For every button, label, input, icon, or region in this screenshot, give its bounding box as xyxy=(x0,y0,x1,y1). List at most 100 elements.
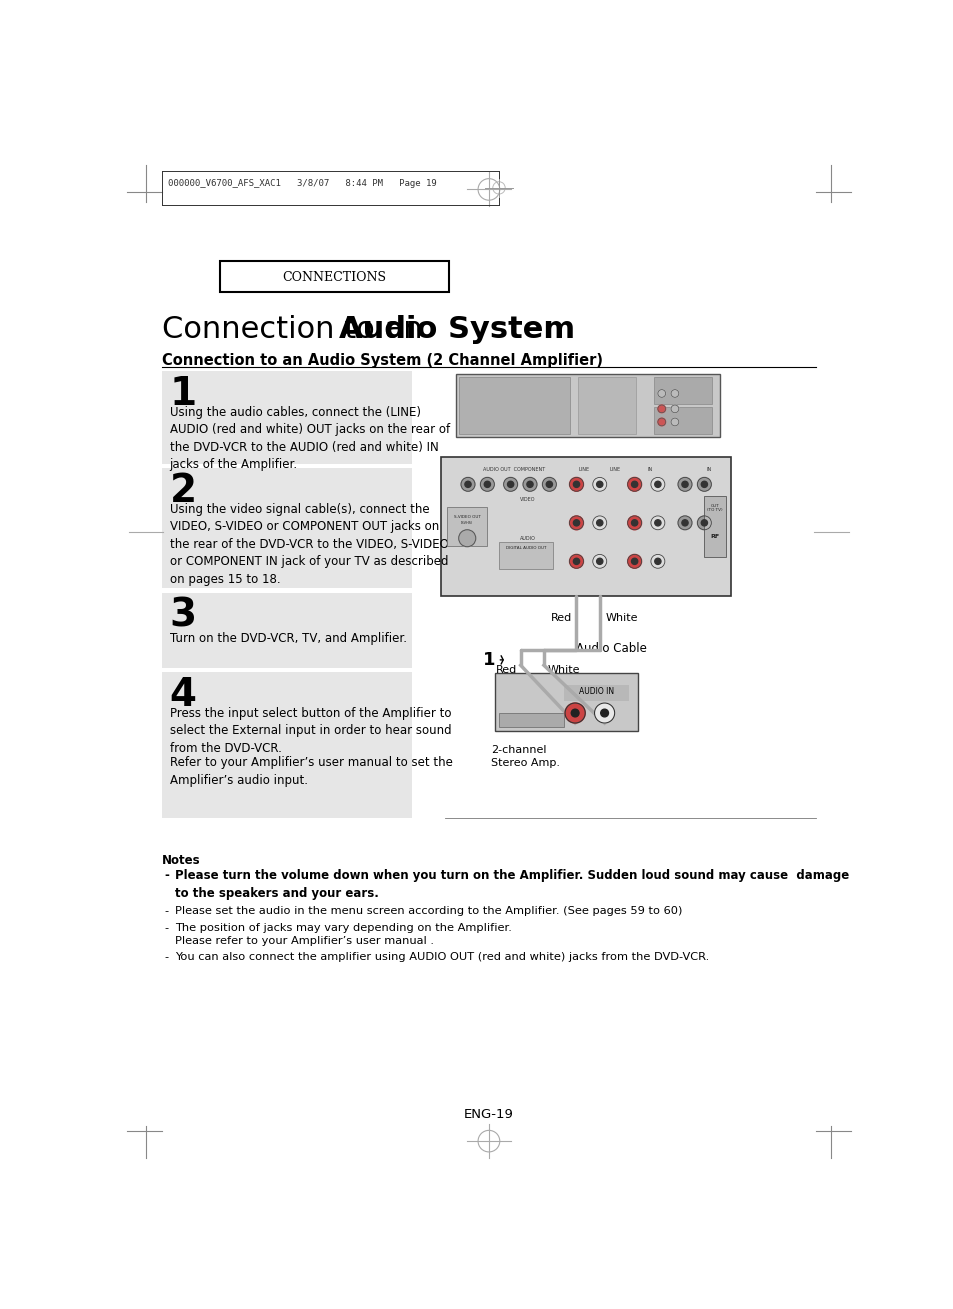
Circle shape xyxy=(678,516,691,530)
Circle shape xyxy=(631,520,637,526)
Text: VIDEO: VIDEO xyxy=(519,497,535,503)
Circle shape xyxy=(627,555,641,568)
Text: ENG-19: ENG-19 xyxy=(463,1107,514,1121)
Circle shape xyxy=(670,418,679,425)
Bar xyxy=(162,469,412,588)
Circle shape xyxy=(573,482,579,487)
Text: The position of jacks may vary depending on the Amplifier.
Please refer to your : The position of jacks may vary depending… xyxy=(174,923,512,946)
Circle shape xyxy=(650,516,664,530)
Text: Turn on the DVD-VCR, TV, and Amplifier.: Turn on the DVD-VCR, TV, and Amplifier. xyxy=(170,632,406,645)
Text: -: - xyxy=(164,923,168,933)
Circle shape xyxy=(503,478,517,491)
Text: Connection to an Audio System (2 Channel Amplifier): Connection to an Audio System (2 Channel… xyxy=(162,353,602,368)
Circle shape xyxy=(697,516,711,530)
Bar xyxy=(495,673,638,730)
Circle shape xyxy=(596,520,602,526)
Text: IN: IN xyxy=(706,466,711,471)
Circle shape xyxy=(542,478,556,491)
Circle shape xyxy=(681,482,687,487)
Text: 000000_V6700_AFS_XAC1   3/8/07   8:44 PM   Page 19: 000000_V6700_AFS_XAC1 3/8/07 8:44 PM Pag… xyxy=(168,178,436,187)
Circle shape xyxy=(571,709,578,717)
Circle shape xyxy=(507,482,513,487)
Circle shape xyxy=(631,482,637,487)
Circle shape xyxy=(658,418,665,425)
Circle shape xyxy=(654,482,660,487)
Text: LINE: LINE xyxy=(578,466,589,471)
Circle shape xyxy=(627,478,641,491)
Circle shape xyxy=(670,390,679,398)
Bar xyxy=(456,374,720,437)
Text: AUDIO OUT  COMPONENT: AUDIO OUT COMPONENT xyxy=(483,466,545,471)
Circle shape xyxy=(526,482,533,487)
Circle shape xyxy=(573,520,579,526)
Circle shape xyxy=(600,709,608,717)
Bar xyxy=(578,377,636,435)
Circle shape xyxy=(592,555,606,568)
Text: Refer to your Amplifier’s user manual to set the
Amplifier’s audio input.: Refer to your Amplifier’s user manual to… xyxy=(170,757,452,787)
Text: 2-channel
Stereo Amp.: 2-channel Stereo Amp. xyxy=(491,745,559,768)
Circle shape xyxy=(596,558,602,564)
Text: Notes: Notes xyxy=(162,853,200,867)
Bar xyxy=(654,407,711,435)
Bar xyxy=(498,713,563,726)
Circle shape xyxy=(484,482,490,487)
Circle shape xyxy=(480,478,494,491)
Bar xyxy=(703,496,725,558)
Text: IN: IN xyxy=(647,466,652,471)
Text: AUDIO: AUDIO xyxy=(519,535,535,541)
Circle shape xyxy=(670,404,679,412)
Text: Please set the audio in the menu screen according to the Amplifier. (See pages 5: Please set the audio in the menu screen … xyxy=(174,906,681,916)
Circle shape xyxy=(650,555,664,568)
Text: -: - xyxy=(164,906,168,916)
Bar xyxy=(162,593,412,668)
Circle shape xyxy=(573,558,579,564)
Circle shape xyxy=(522,478,537,491)
Circle shape xyxy=(464,482,471,487)
Bar xyxy=(447,508,487,546)
Text: AUDIO IN: AUDIO IN xyxy=(578,687,613,696)
Circle shape xyxy=(460,478,475,491)
Circle shape xyxy=(564,703,584,723)
Bar xyxy=(563,685,629,702)
Bar xyxy=(162,372,412,463)
Circle shape xyxy=(569,516,583,530)
Text: LINE: LINE xyxy=(609,466,620,471)
Text: 1: 1 xyxy=(483,651,496,669)
Bar xyxy=(498,542,553,569)
Circle shape xyxy=(700,482,707,487)
Text: 2: 2 xyxy=(170,473,196,511)
Bar xyxy=(440,457,731,596)
Circle shape xyxy=(592,516,606,530)
Circle shape xyxy=(658,404,665,412)
Text: S-VIDEO OUT: S-VIDEO OUT xyxy=(454,516,480,520)
Circle shape xyxy=(627,516,641,530)
Circle shape xyxy=(678,478,691,491)
Text: Using the video signal cable(s), connect the
VIDEO, S-VIDEO or COMPONENT OUT jac: Using the video signal cable(s), connect… xyxy=(170,503,448,586)
Text: 4: 4 xyxy=(170,675,196,715)
Text: Connection to an: Connection to an xyxy=(162,315,432,344)
Text: White: White xyxy=(547,665,579,675)
Circle shape xyxy=(697,478,711,491)
Bar xyxy=(162,673,412,818)
Text: Red: Red xyxy=(551,613,572,623)
Circle shape xyxy=(700,520,707,526)
Circle shape xyxy=(546,482,552,487)
Bar xyxy=(459,377,570,435)
Circle shape xyxy=(631,558,637,564)
Text: RF: RF xyxy=(710,534,719,539)
Text: White: White xyxy=(605,613,638,623)
Text: DIGITAL AUDIO OUT: DIGITAL AUDIO OUT xyxy=(505,546,546,550)
Text: CONNECTIONS: CONNECTIONS xyxy=(282,271,386,284)
Text: -: - xyxy=(164,953,168,962)
Circle shape xyxy=(654,520,660,526)
Text: Red: Red xyxy=(495,665,517,675)
Circle shape xyxy=(458,530,476,547)
Bar xyxy=(654,377,711,404)
Circle shape xyxy=(596,482,602,487)
Circle shape xyxy=(594,703,614,723)
Text: -: - xyxy=(164,869,169,882)
Circle shape xyxy=(658,390,665,398)
Circle shape xyxy=(592,478,606,491)
Text: Audio Cable: Audio Cable xyxy=(576,643,646,656)
Text: 3: 3 xyxy=(170,597,196,635)
